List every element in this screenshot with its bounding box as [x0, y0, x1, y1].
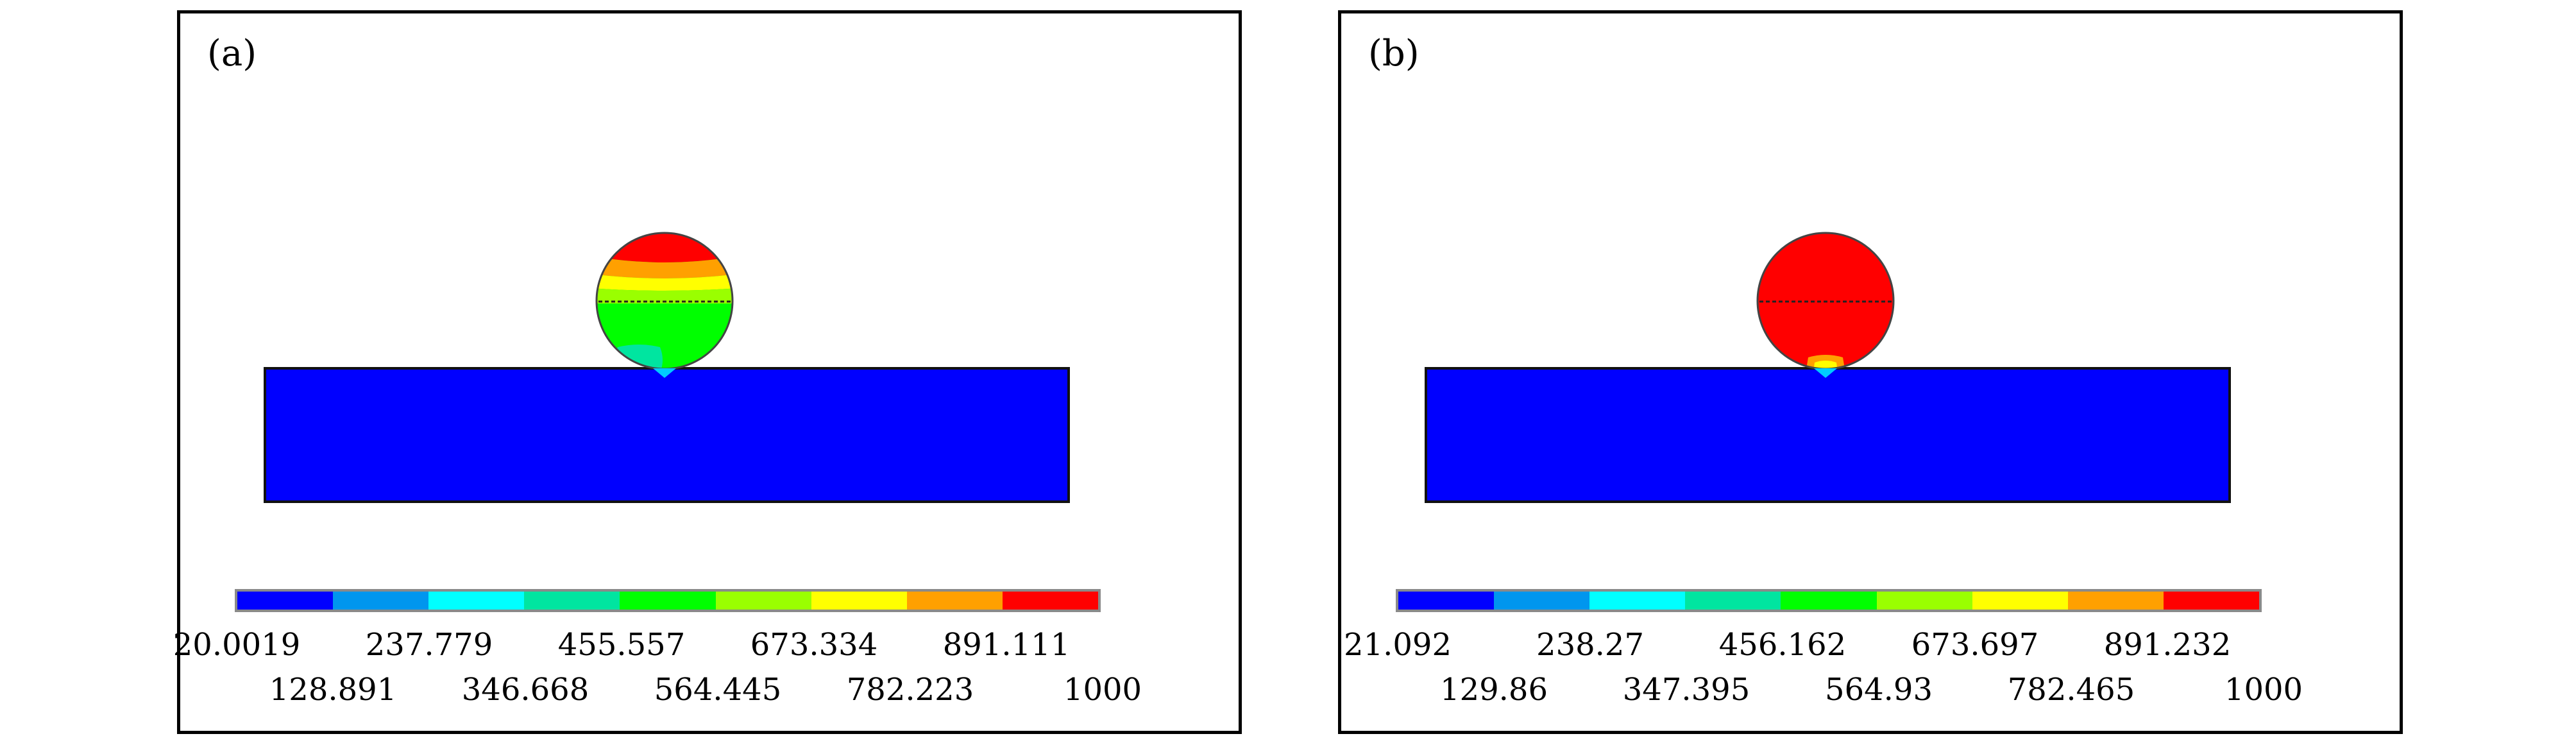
colorbar-segment — [1398, 592, 1495, 610]
colorbar-tick-label: 1000 — [2224, 672, 2303, 708]
colorbar-segment — [524, 592, 620, 610]
colorbar-tick-label: 564.93 — [1825, 672, 1933, 708]
colorbar-tick-label: 20.0019 — [173, 627, 301, 663]
colorbar-tick-label: 673.334 — [750, 627, 878, 663]
colorbar-tick-label: 21.092 — [1344, 627, 1452, 663]
panel-a: (a) 20.0019 237.779 455.557 67 — [173, 10, 1242, 734]
colorbar-tick-label: 891.111 — [942, 627, 1071, 663]
colorbar — [235, 589, 1101, 612]
colorbar-tick-label: 237.779 — [365, 627, 493, 663]
substrate-plate — [1425, 367, 2231, 503]
colorbar-tick-label: 238.27 — [1536, 627, 1644, 663]
colorbar-segment — [1494, 592, 1590, 610]
contact-point — [1814, 368, 1837, 378]
colorbar-segment — [2067, 592, 2164, 610]
colorbar-tick-label: 347.395 — [1622, 672, 1750, 708]
colorbar-tick-label: 456.162 — [1718, 627, 1847, 663]
colorbar-tick-label: 891.232 — [2103, 627, 2232, 663]
panel-b: (b) 21.092 238.27 456.162 673.697 891.23… — [1338, 10, 2403, 734]
substrate-plate — [264, 367, 1070, 503]
colorbar-segment — [811, 592, 907, 610]
colorbar-tick-label: 564.445 — [654, 672, 782, 708]
colorbar-segment — [715, 592, 811, 610]
panel-label: (a) — [207, 33, 257, 74]
colorbar-segment — [1876, 592, 1972, 610]
colorbar-tick-label: 455.557 — [557, 627, 686, 663]
colorbar-segment — [1781, 592, 1877, 610]
colorbar-tick-label: 782.223 — [846, 672, 974, 708]
colorbar-tick-label: 128.891 — [269, 672, 397, 708]
colorbar-segment — [1685, 592, 1781, 610]
colorbar — [1396, 589, 2262, 612]
simulation-field — [264, 232, 1070, 503]
colorbar-tick-label: 673.697 — [1911, 627, 2039, 663]
colorbar-segment — [1002, 592, 1098, 610]
panel-label: (b) — [1368, 33, 1419, 74]
colorbar-segment — [620, 592, 716, 610]
colorbar-segment — [428, 592, 525, 610]
colorbar-segment — [2163, 592, 2259, 610]
colorbar-segment — [1972, 592, 2068, 610]
colorbar-segment — [333, 592, 429, 610]
simulation-field — [1425, 232, 2231, 503]
colorbar-tick-label: 1000 — [1063, 672, 1142, 708]
colorbar-tick-label: 129.86 — [1440, 672, 1548, 708]
colorbar-tick-label: 782.465 — [2007, 672, 2135, 708]
colorbar-tick-label: 346.668 — [461, 672, 589, 708]
colorbar-segment — [237, 592, 334, 610]
colorbar-segment — [1589, 592, 1686, 610]
contact-point — [653, 368, 676, 378]
colorbar-segment — [906, 592, 1003, 610]
